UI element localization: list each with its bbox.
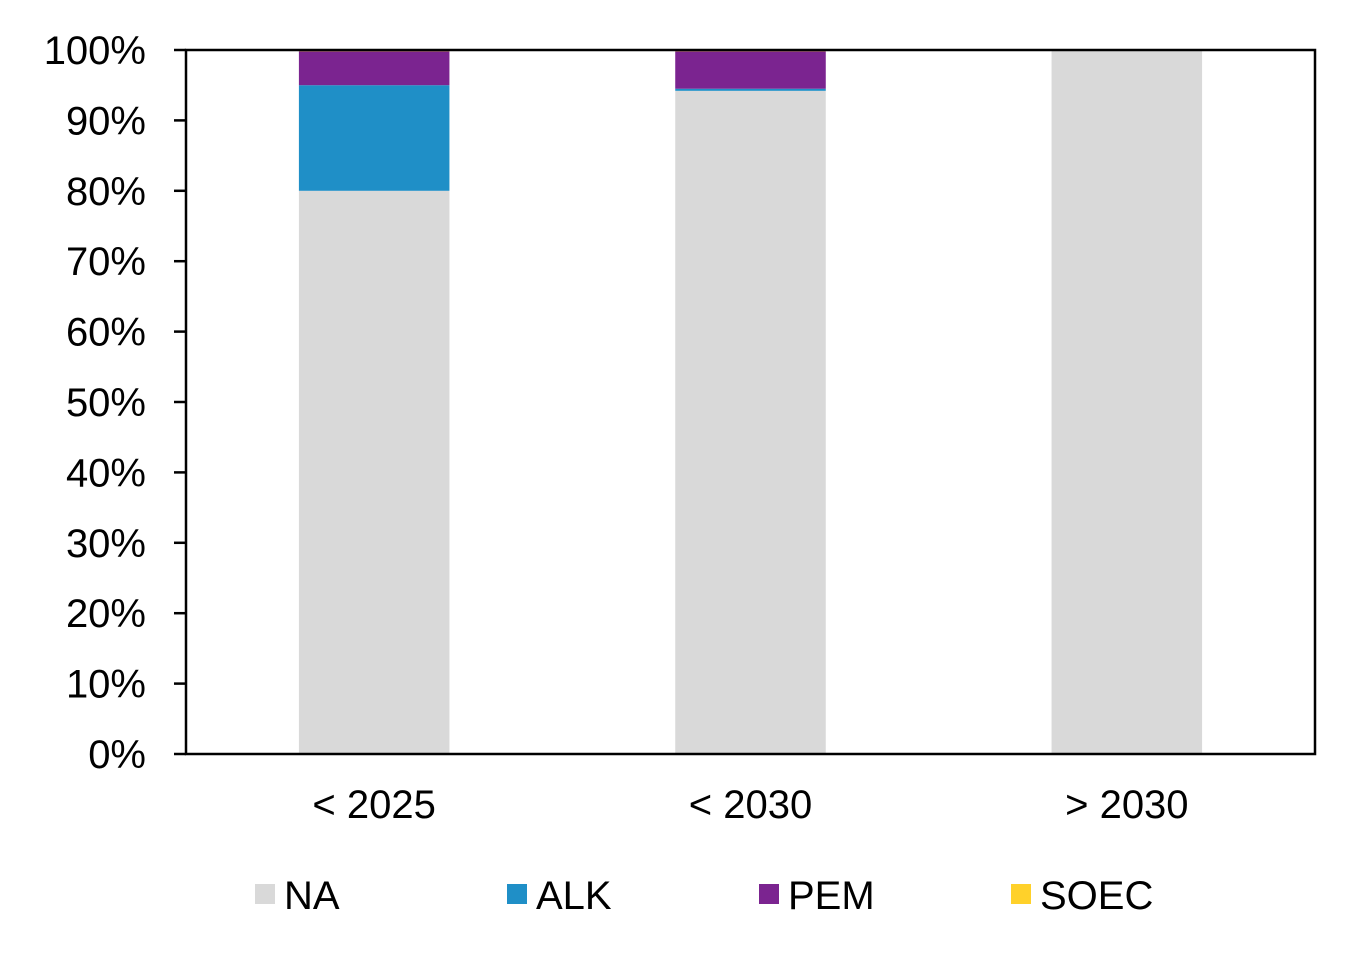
y-tick-label: 80% xyxy=(66,170,146,214)
y-tick-label: 50% xyxy=(66,381,146,425)
legend-swatch-soec xyxy=(1011,884,1031,904)
y-tick-label: 60% xyxy=(66,311,146,355)
bar-segment-pem xyxy=(675,51,826,89)
y-tick-label: 20% xyxy=(66,592,146,636)
bar-segment-na xyxy=(675,90,826,754)
y-tick-label: 100% xyxy=(44,29,146,73)
bars-group xyxy=(298,50,1203,755)
y-tick-label: 30% xyxy=(66,522,146,566)
legend: NA ALK PEM SOEC xyxy=(255,874,1153,918)
bar-segment-alk xyxy=(298,85,450,191)
x-category-label: > 2030 xyxy=(1065,783,1188,827)
legend-label-alk: ALK xyxy=(536,874,612,918)
x-category-label: < 2030 xyxy=(689,783,812,827)
bar-segment-alk xyxy=(675,88,826,91)
y-axis: 0% 10% 20% 30% 40% 50% 60% 70% 80% 90% 100% xyxy=(44,29,186,777)
x-axis: < 2025 < 2030 > 2030 xyxy=(312,783,1188,827)
bar-segment-na xyxy=(298,190,450,755)
legend-swatch-pem xyxy=(759,884,779,904)
legend-label-na: NA xyxy=(284,874,340,918)
x-category-label: < 2025 xyxy=(312,783,435,827)
legend-label-pem: PEM xyxy=(788,874,875,918)
bar-segment-pem xyxy=(298,51,450,86)
legend-swatch-na xyxy=(255,884,275,904)
legend-label-soec: SOEC xyxy=(1040,874,1153,918)
y-tick-label: 40% xyxy=(66,451,146,495)
y-tick-label: 0% xyxy=(88,733,146,777)
y-tick-label: 70% xyxy=(66,240,146,284)
y-tick-label: 90% xyxy=(66,99,146,143)
legend-swatch-alk xyxy=(507,884,527,904)
bar-segment-na xyxy=(1051,50,1203,754)
y-tick-label: 10% xyxy=(66,663,146,707)
